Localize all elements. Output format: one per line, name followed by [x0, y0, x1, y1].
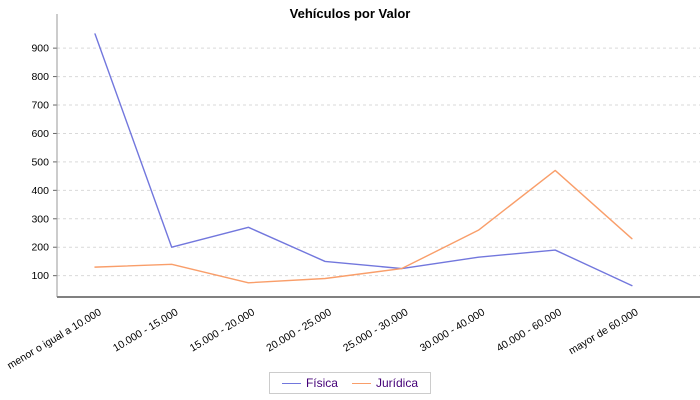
y-tick-label: 400	[31, 185, 49, 197]
legend-label-juridica: Jurídica	[375, 376, 419, 390]
series-line-física	[94, 33, 633, 287]
y-tick-label: 800	[31, 71, 49, 83]
y-tick-label: 700	[31, 100, 49, 112]
x-category-label: 25.000 - 30.000	[341, 306, 410, 354]
chart-plot-area: 100 200 300 400 500 600 700 800 900 menor o igual…	[5, 14, 700, 370]
x-category-label: mayor de 60.000	[567, 306, 641, 357]
legend-item-juridica: Jurídica	[351, 376, 419, 390]
legend-line-sample-juridica	[351, 382, 371, 384]
chart-title: Vehículos por Valor	[289, 6, 411, 21]
y-tick-label: 600	[31, 128, 49, 140]
x-category-label: 30.000 - 40.000	[418, 306, 487, 354]
x-category-label: menor o igual a 10.000	[5, 306, 103, 370]
y-tick-label: 100	[31, 270, 49, 282]
legend-line-sample-fisica	[281, 382, 301, 384]
series-line-jurídica	[94, 169, 633, 284]
legend: Física Jurídica	[0, 372, 700, 394]
y-tick-label: 500	[31, 156, 49, 168]
x-category-label: 15.000 - 20.000	[188, 306, 257, 354]
legend-label-fisica: Física	[305, 376, 338, 390]
x-category-label: 10.000 - 15.000	[111, 306, 180, 354]
legend-item-fisica: Física	[281, 376, 338, 390]
y-tick-label: 900	[31, 43, 49, 55]
legend-box: Física Jurídica	[268, 372, 432, 394]
x-category-label: 40.000 - 60.000	[495, 306, 564, 354]
y-tick-label: 300	[31, 213, 49, 225]
y-tick-label: 200	[31, 242, 49, 254]
x-category-label: 20.000 - 25.000	[264, 306, 333, 354]
